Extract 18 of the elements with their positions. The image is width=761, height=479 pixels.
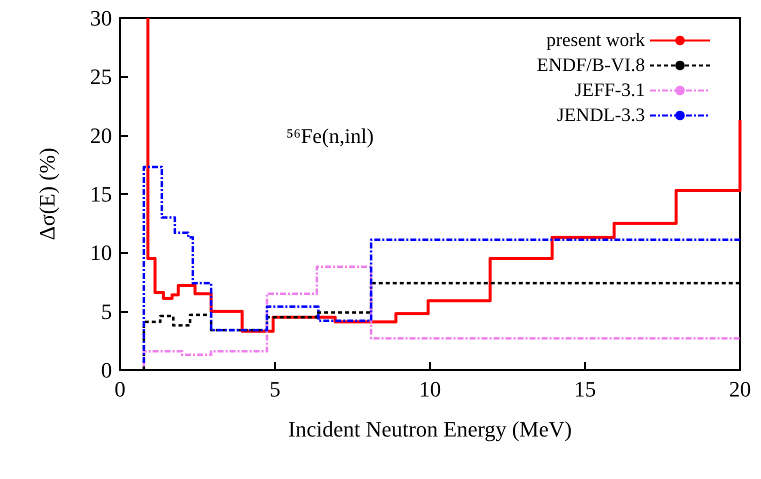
- x-tick-label: 5: [270, 376, 280, 402]
- legend-label: ENDF/B-VI.8: [536, 55, 645, 76]
- y-tick-label: 15: [90, 182, 112, 206]
- x-tick-label: 10: [419, 376, 441, 402]
- y-tick-label: 25: [90, 64, 112, 90]
- x-tick-label: 15: [574, 376, 596, 402]
- x-axis-title: Incident Neutron Energy (MeV): [288, 416, 572, 442]
- y-tick-label: 0: [101, 358, 112, 382]
- legend-label: present work: [546, 30, 646, 51]
- legend-label: JENDL-3.3: [556, 105, 645, 126]
- y-tick-label: 5: [101, 298, 112, 324]
- annotation: ⁵⁶Fe(n,inl): [286, 124, 374, 148]
- y-tick-label: 10: [90, 240, 112, 266]
- y-tick-label: 30: [90, 6, 112, 30]
- x-tick-label: 20: [729, 376, 751, 402]
- legend-label: JEFF-3.1: [574, 80, 645, 101]
- y-axis-title: Δσ(E) (%): [34, 148, 60, 240]
- y-tick-label: 20: [90, 122, 112, 148]
